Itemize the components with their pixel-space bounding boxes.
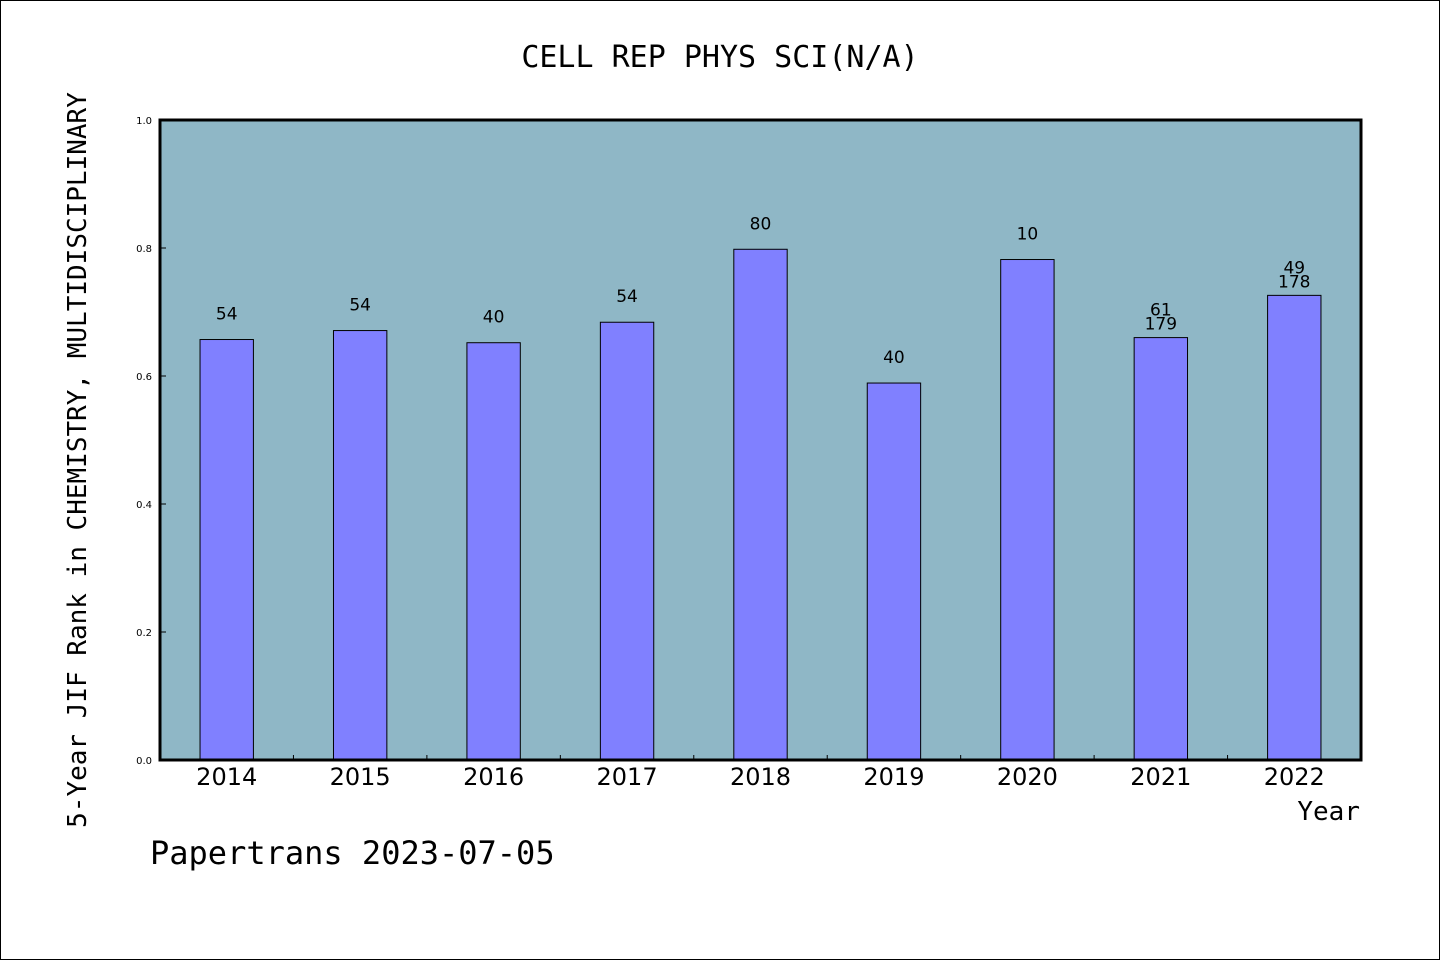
x-tick-label: 2019 [863,763,924,791]
y-tick-label: 1.0 [136,116,152,127]
bar-2015 [332,330,388,761]
x-tick-label: 2022 [1264,763,1325,791]
y-tick-label: 0.6 [136,372,152,383]
bar-label: 40 [483,308,505,328]
bar-2017 [599,321,655,761]
bar-label: 49 [1283,258,1305,278]
bar-label: 54 [216,305,238,325]
bar-2014 [199,339,254,761]
bar-2021 [1133,337,1189,761]
x-tick-label: 2015 [330,763,391,791]
bar-label: 10 [1017,225,1039,245]
x-tick-label: 2014 [196,763,257,791]
bar-label: 54 [349,296,371,316]
bar-label: 61 [1150,301,1172,321]
bar-label: 54 [616,287,638,307]
x-tick-label: 2016 [463,763,524,791]
x-axis: 2014 2015 2016 2017 2018 2019 2020 2021 2022 [196,755,1325,791]
y-tick-label: 0.4 [136,500,152,511]
bar-label: 80 [750,214,772,234]
bar-label: 40 [883,348,905,368]
bar-label: 178 [1278,272,1310,292]
plot-border [158,118,1363,762]
x-tick-label: 2021 [1130,763,1191,791]
y-axis-label: 5-Year JIF Rank in CHEMISTRY, MULTIDISCI… [63,92,93,828]
x-tick-label: 2017 [597,763,658,791]
bar-2022 [1267,294,1322,761]
bar-2019 [866,382,922,761]
x-axis-label: Year [1297,797,1360,827]
bars-group [199,248,1322,761]
y-tick-label: 0.0 [136,756,152,767]
bar-2018 [733,248,788,761]
y-tick-label: 0.8 [136,244,152,255]
x-tick-label: 2018 [730,763,791,791]
chart-title: CELL REP PHYS SCI(N/A) [521,40,918,75]
bar-2016 [466,342,521,761]
bar-label: 179 [1145,315,1177,335]
x-tick-label: 2020 [997,763,1058,791]
bar-2020 [1000,259,1055,761]
watermark-text: Papertrans 2023-07-05 [150,834,555,872]
y-tick-label: 0.2 [136,628,152,639]
